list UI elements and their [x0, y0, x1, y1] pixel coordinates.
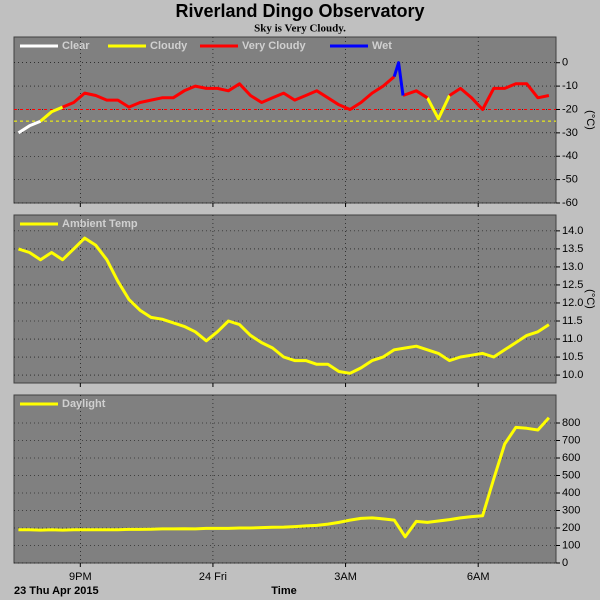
y-tick-label: 12.0	[562, 297, 583, 309]
y-tick-label: 14.0	[562, 225, 583, 237]
date-label: 23 Thu Apr 2015	[14, 585, 99, 597]
y-tick-label: 700	[562, 434, 580, 446]
y-tick-label: 10.5	[562, 351, 583, 363]
data-line	[17, 236, 550, 375]
legend-label: Very Cloudy	[242, 40, 306, 52]
data-line	[62, 75, 550, 111]
chart-title: Riverland Dingo Observatory	[175, 1, 424, 21]
legend-label: Ambient Temp	[62, 218, 138, 230]
y-tick-label: 400	[562, 487, 580, 499]
data-line	[17, 119, 42, 135]
y-axis-label: (°C)	[584, 289, 596, 309]
y-tick-label: 200	[562, 522, 580, 534]
y-tick-label: 500	[562, 469, 580, 481]
y-tick-label: -10	[562, 80, 578, 92]
x-tick-label: 24 Fri	[199, 571, 227, 583]
y-tick-label: -30	[562, 127, 578, 139]
x-tick-label: 3AM	[334, 571, 357, 583]
y-tick-label: 0	[562, 557, 568, 569]
y-tick-label: 0	[562, 57, 568, 69]
plot-area	[13, 394, 557, 564]
legend-label: Daylight	[62, 398, 106, 410]
y-tick-label: 600	[562, 452, 580, 464]
y-tick-label: 12.5	[562, 279, 583, 291]
y-axis-label: (°C)	[584, 110, 596, 130]
data-line	[39, 94, 451, 123]
x-axis-label: Time	[271, 585, 296, 597]
legend-label: Clear	[62, 40, 90, 52]
plot-area	[13, 36, 557, 204]
y-tick-label: 800	[562, 417, 580, 429]
x-tick-label: 9PM	[69, 571, 92, 583]
y-tick-label: 11.5	[562, 315, 583, 327]
x-tick-label: 6AM	[467, 571, 490, 583]
y-tick-label: 13.5	[562, 243, 583, 255]
y-tick-label: 100	[562, 539, 580, 551]
y-tick-label: -20	[562, 103, 578, 115]
y-tick-label: -60	[562, 197, 578, 209]
legend-label: Wet	[372, 40, 392, 52]
y-tick-label: 11.0	[562, 333, 583, 345]
y-tick-label: 13.0	[562, 261, 583, 273]
y-tick-label: -50	[562, 174, 578, 186]
y-tick-label: 10.0	[562, 369, 583, 381]
chart-subtitle: Sky is Very Cloudy.	[254, 23, 346, 35]
data-line	[18, 416, 551, 539]
legend-label: Cloudy	[150, 40, 188, 52]
data-line	[392, 61, 405, 96]
y-tick-label: -40	[562, 150, 578, 162]
y-tick-label: 300	[562, 504, 580, 516]
